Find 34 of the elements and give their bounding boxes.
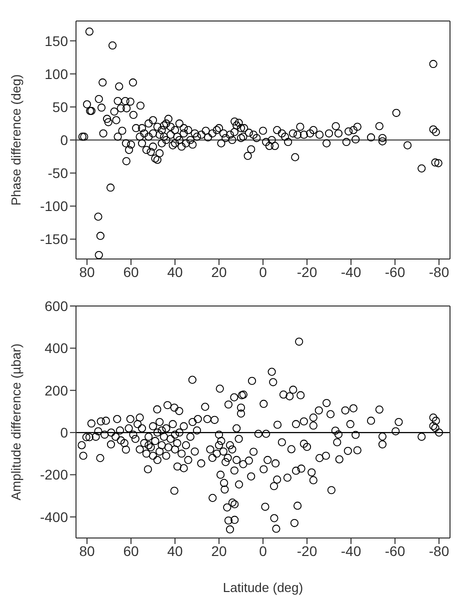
x-tick-label: -40 xyxy=(340,264,362,280)
x-tick-label: -20 xyxy=(296,542,318,559)
x-tick-label: 0 xyxy=(259,542,268,559)
x-tick-label: 80 xyxy=(79,264,95,280)
x-tick-label: 20 xyxy=(211,542,227,559)
y-tick-label: -100 xyxy=(40,198,68,214)
x-axis-title: Latitude (deg) xyxy=(222,580,304,595)
y-tick-label: 50 xyxy=(52,98,68,115)
x-tick-label: -80 xyxy=(428,264,450,280)
y-axis-title: Phase difference (deg) xyxy=(8,74,24,206)
y-tick-label: 0 xyxy=(60,132,68,148)
x-tick-label: 80 xyxy=(79,542,95,559)
x-tick-label: 40 xyxy=(167,542,183,559)
x-tick-label: -60 xyxy=(384,264,406,280)
y-tick-label: 200 xyxy=(44,382,68,398)
y-tick-label: -400 xyxy=(40,508,68,525)
y-tick-label: -200 xyxy=(40,466,68,483)
y-tick-label: -150 xyxy=(40,231,68,248)
y-tick-label: 150 xyxy=(44,32,68,49)
x-tick-label: 0 xyxy=(259,264,268,280)
y-tick-label: 400 xyxy=(44,340,68,356)
x-tick-label: -20 xyxy=(296,264,318,280)
y-axis-title: Amplitude difference (µbar) xyxy=(8,344,24,500)
x-tick-label: -80 xyxy=(428,542,450,559)
x-tick-label: 20 xyxy=(211,264,227,280)
x-tick-label: 60 xyxy=(123,542,139,559)
x-tick-label: 40 xyxy=(167,264,183,280)
x-tick-label: -40 xyxy=(340,542,362,559)
y-tick-label: 0 xyxy=(60,424,68,441)
x-tick-label: 60 xyxy=(123,264,139,280)
y-tick-label: -50 xyxy=(48,165,68,182)
x-tick-label: -60 xyxy=(384,542,406,559)
y-tick-label: 100 xyxy=(44,66,68,82)
y-tick-label: 600 xyxy=(44,298,68,314)
